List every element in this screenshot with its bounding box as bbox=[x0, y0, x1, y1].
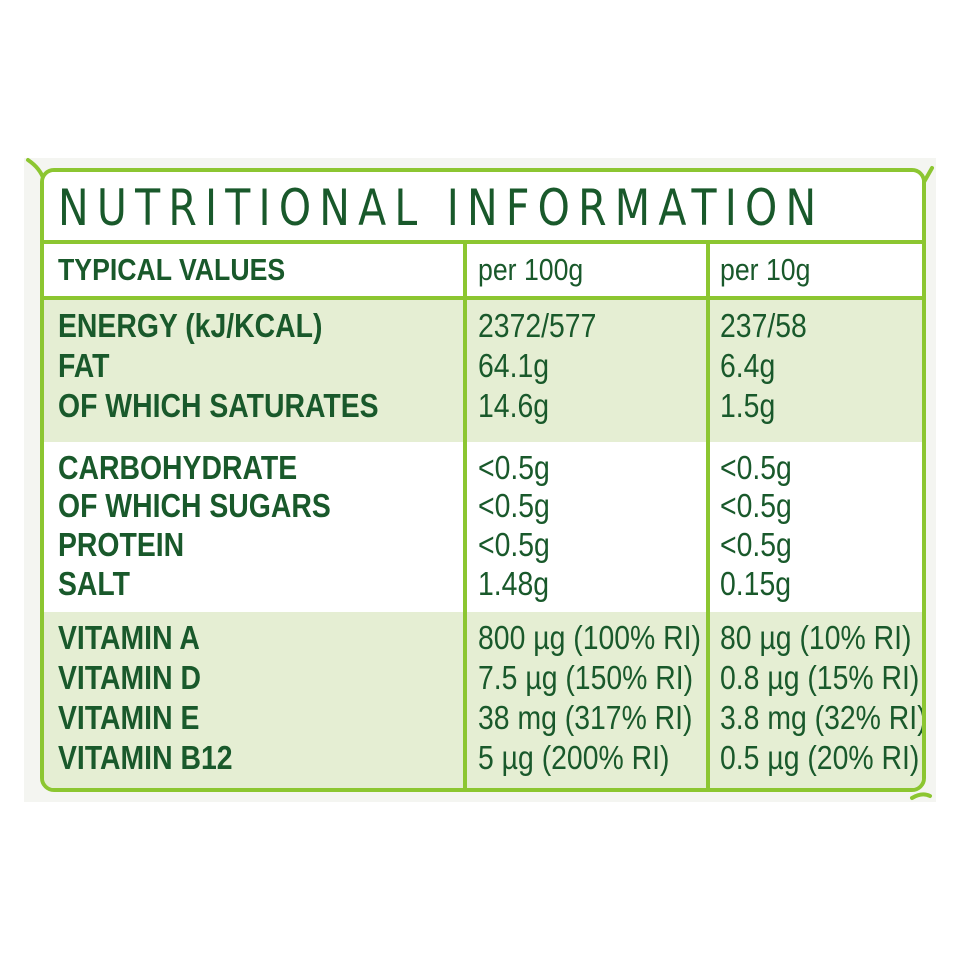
row-label: SALT bbox=[58, 565, 130, 602]
row-per-10g: 80 µg (10% RI) bbox=[720, 619, 912, 656]
row-label: FAT bbox=[58, 347, 110, 384]
row-per-10g: 0.15g bbox=[720, 565, 792, 602]
header-per-10g: per 10g bbox=[720, 252, 811, 287]
row-label: OF WHICH SUGARS bbox=[58, 487, 331, 524]
group-energy-fat: ENERGY (kJ/KCAL) 2372/577 237/58 FAT 64.… bbox=[44, 300, 922, 442]
row-per-10g: 0.8 µg (15% RI) bbox=[720, 659, 920, 696]
row-per-100g: <0.5g bbox=[478, 526, 550, 563]
row-per-100g: 1.48g bbox=[478, 565, 550, 602]
header-label: TYPICAL VALUES bbox=[58, 252, 286, 287]
row-per-10g: <0.5g bbox=[720, 449, 792, 486]
row-label: PROTEIN bbox=[58, 526, 185, 563]
row-label: ENERGY (kJ/KCAL) bbox=[58, 307, 323, 344]
header-per-100g: per 100g bbox=[478, 252, 584, 287]
row-label: CARBOHYDRATE bbox=[58, 449, 298, 486]
row-per-10g: 6.4g bbox=[720, 347, 776, 384]
row-per-10g: 237/58 bbox=[720, 307, 807, 344]
row-per-10g: 3.8 mg (32% RI) bbox=[720, 699, 926, 736]
title-row: NUTRITIONAL INFORMATION bbox=[44, 172, 922, 244]
row-per-100g: 64.1g bbox=[478, 347, 550, 384]
header-row: TYPICAL VALUES per 100g per 10g bbox=[44, 244, 922, 300]
row-label: OF WHICH SATURATES bbox=[58, 387, 379, 424]
row-per-100g: <0.5g bbox=[478, 449, 550, 486]
row-per-100g: <0.5g bbox=[478, 487, 550, 524]
row-per-10g: <0.5g bbox=[720, 526, 792, 563]
group-vitamins: VITAMIN A 800 µg (100% RI) 80 µg (10% RI… bbox=[44, 612, 922, 788]
nutrition-table: NUTRITIONAL INFORMATION TYPICAL VALUES p… bbox=[40, 168, 926, 792]
column-divider bbox=[463, 244, 467, 788]
row-per-100g: 2372/577 bbox=[478, 307, 597, 344]
row-per-100g: 800 µg (100% RI) bbox=[478, 619, 702, 656]
row-label: VITAMIN B12 bbox=[58, 739, 233, 776]
row-per-100g: 5 µg (200% RI) bbox=[478, 739, 670, 776]
table-title: NUTRITIONAL INFORMATION bbox=[58, 179, 825, 237]
row-label: VITAMIN E bbox=[58, 699, 200, 736]
row-per-100g: 7.5 µg (150% RI) bbox=[478, 659, 694, 696]
row-per-10g: 1.5g bbox=[720, 387, 776, 424]
column-divider bbox=[706, 244, 710, 788]
row-label: VITAMIN D bbox=[58, 659, 201, 696]
group-carbohydrate: CARBOHYDRATE <0.5g <0.5g OF WHICH SUGARS… bbox=[44, 442, 922, 612]
row-per-100g: 14.6g bbox=[478, 387, 550, 424]
row-per-10g: 0.5 µg (20% RI) bbox=[720, 739, 920, 776]
row-per-10g: <0.5g bbox=[720, 487, 792, 524]
row-label: VITAMIN A bbox=[58, 619, 200, 656]
row-per-100g: 38 mg (317% RI) bbox=[478, 699, 693, 736]
